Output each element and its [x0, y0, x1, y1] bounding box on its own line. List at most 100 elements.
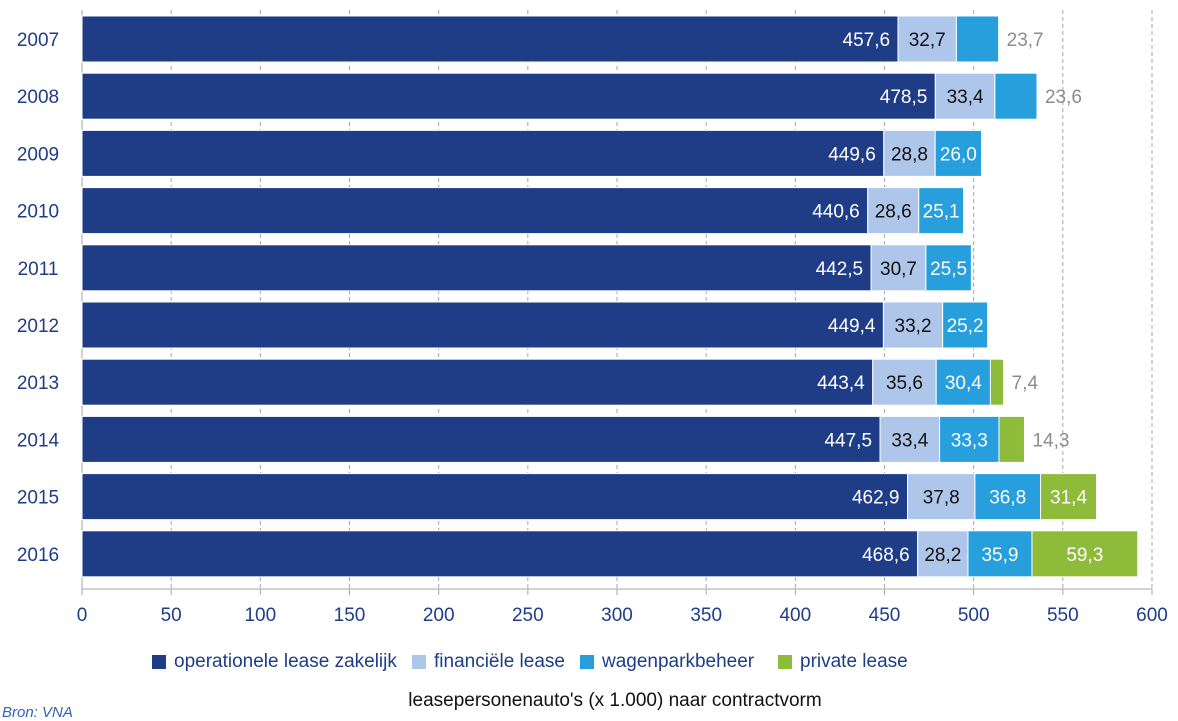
bar-segment [939, 415, 1000, 463]
x-tick-label: 400 [779, 605, 811, 626]
data-label: 442,5 [816, 259, 864, 280]
y-tick-label: 2012 [17, 316, 59, 337]
legend-swatch [412, 655, 426, 669]
legend-item: wagenparkbeheer [580, 648, 754, 676]
data-label: 25,1 [923, 202, 960, 223]
data-label: 449,6 [828, 144, 876, 165]
x-tick-label: 50 [161, 605, 182, 626]
data-label: 31,4 [1050, 488, 1087, 509]
legend-label: financiële lease [434, 651, 565, 672]
bar-segment [81, 530, 919, 578]
bar-segment [989, 358, 1005, 406]
bar-segment [897, 15, 957, 63]
data-label: 462,9 [852, 488, 900, 509]
bar-segment [883, 129, 936, 177]
legend-label: private lease [800, 651, 908, 672]
data-label: 457,6 [843, 30, 891, 51]
source-note: Bron: VNA [2, 704, 73, 721]
chart-title: leasepersonenauto's (x 1.000) naar contr… [408, 690, 822, 711]
bar-segment [81, 415, 881, 463]
legend-label: wagenparkbeheer [602, 651, 755, 672]
data-label: 33,4 [947, 87, 984, 108]
bar-segment [872, 358, 937, 406]
legend-swatch [580, 655, 594, 669]
legend-swatch [778, 655, 792, 669]
data-label: 25,5 [930, 259, 967, 280]
x-tick-label: 500 [958, 605, 990, 626]
data-label: 35,6 [886, 373, 923, 394]
x-tick-label: 100 [244, 605, 276, 626]
bar-segment [882, 301, 944, 349]
data-label: 23,6 [1045, 87, 1082, 108]
bar-segment [81, 301, 884, 349]
bar-segment [867, 187, 920, 235]
bar-segment [81, 187, 869, 235]
bar-segment [81, 129, 885, 177]
y-tick-label: 2015 [17, 488, 59, 509]
data-label: 28,8 [891, 144, 928, 165]
data-label: 33,2 [895, 316, 932, 337]
data-label: 30,4 [945, 373, 982, 394]
bar-segment [870, 244, 927, 292]
y-tick-label: 2010 [17, 202, 59, 223]
data-label: 33,4 [891, 430, 928, 451]
data-label: 30,7 [880, 259, 917, 280]
y-tick-label: 2009 [17, 144, 59, 165]
data-label: 7,4 [1012, 373, 1039, 394]
data-label: 33,3 [951, 430, 988, 451]
data-label: 37,8 [923, 488, 960, 509]
bar-segment [934, 72, 996, 120]
bar-segment [955, 15, 1000, 63]
bar-segment [1040, 473, 1098, 521]
data-label: 28,2 [924, 545, 961, 566]
y-tick-label: 2007 [17, 30, 59, 51]
x-tick-label: 250 [512, 605, 544, 626]
data-label: 443,4 [817, 373, 865, 394]
legend-label: operationele lease zakelijk [174, 651, 397, 672]
bar-segment [81, 15, 899, 63]
y-tick-label: 2016 [17, 545, 59, 566]
legend-item: operationele lease zakelijk [152, 648, 397, 676]
x-tick-label: 550 [1047, 605, 1079, 626]
data-label: 32,7 [909, 30, 946, 51]
bar-segment [925, 244, 972, 292]
data-label: 23,7 [1007, 30, 1044, 51]
data-label: 478,5 [880, 87, 928, 108]
data-label: 440,6 [812, 202, 860, 223]
legend-item: private lease [778, 648, 908, 676]
x-tick-label: 0 [77, 605, 88, 626]
data-label: 468,6 [862, 545, 910, 566]
legend: operationele lease zakelijk financiële le… [0, 648, 1178, 676]
bar-segment [917, 530, 969, 578]
y-tick-label: 2014 [17, 430, 60, 451]
bar-segment [907, 473, 976, 521]
data-label: 36,8 [989, 488, 1026, 509]
x-tick-label: 600 [1136, 605, 1168, 626]
y-tick-label: 2008 [17, 87, 59, 108]
bar-segment [81, 72, 936, 120]
data-label: 26,0 [940, 144, 977, 165]
bar-segment [942, 301, 989, 349]
data-label: 35,9 [981, 545, 1018, 566]
x-tick-label: 200 [423, 605, 455, 626]
y-tick-label: 2011 [18, 259, 59, 280]
x-tick-label: 450 [869, 605, 901, 626]
bar-segment [994, 72, 1038, 120]
bar-segment [998, 415, 1025, 463]
data-label: 28,6 [875, 202, 912, 223]
data-label: 447,5 [824, 430, 872, 451]
x-tick-label: 150 [334, 605, 366, 626]
bar-segment [81, 244, 872, 292]
bar-segment [1031, 530, 1139, 578]
y-tick-label: 2013 [17, 373, 59, 394]
data-label: 59,3 [1066, 545, 1103, 566]
x-tick-label: 300 [601, 605, 633, 626]
legend-swatch [152, 655, 166, 669]
bar-segment [81, 473, 909, 521]
x-tick-label: 350 [690, 605, 722, 626]
data-label: 449,4 [828, 316, 876, 337]
bar-segment [934, 129, 983, 177]
bar-segment [81, 358, 874, 406]
stacked-bar-chart: 0 50 100 150 200 250 300 350 400 450 500 550 600 2007… [17, 10, 1168, 626]
